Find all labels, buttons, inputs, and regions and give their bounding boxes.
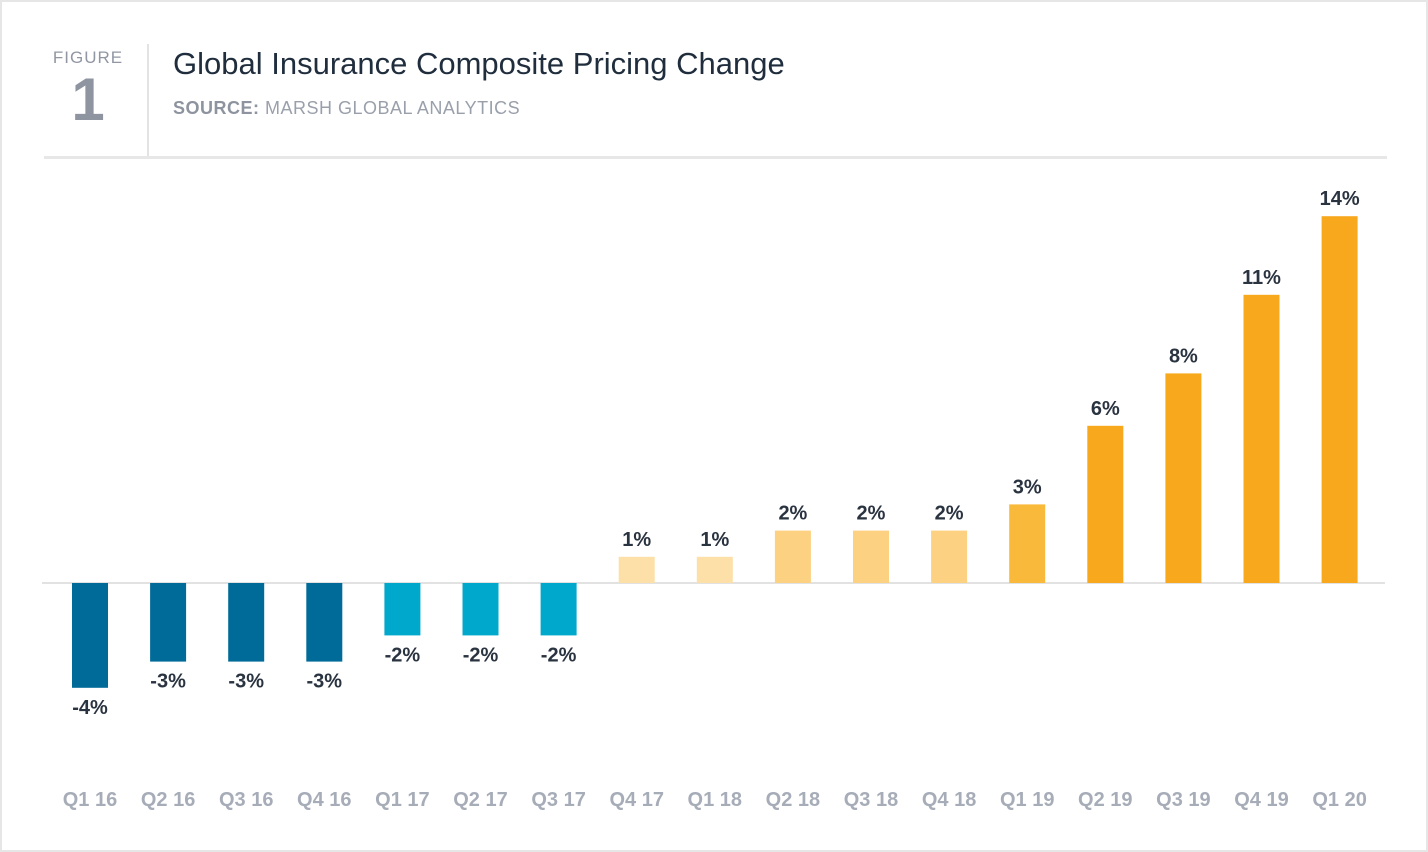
x-tick-label: Q2 16 bbox=[141, 789, 195, 811]
bar-q2-18 bbox=[774, 530, 811, 583]
source-value: MARSH GLOBAL ANALYTICS bbox=[259, 98, 521, 118]
data-label: 1% bbox=[622, 529, 651, 551]
data-label: 11% bbox=[1242, 267, 1281, 289]
bar-q3-16 bbox=[228, 583, 265, 662]
data-label: 1% bbox=[700, 529, 729, 551]
data-label: -3% bbox=[307, 671, 343, 693]
bar-q1-16 bbox=[72, 583, 108, 688]
x-tick-label: Q4 17 bbox=[609, 789, 663, 811]
data-label: -3% bbox=[150, 671, 186, 693]
source-line: SOURCE: MARSH GLOBAL ANALYTICS bbox=[173, 98, 520, 119]
x-tick-label: Q4 18 bbox=[922, 789, 976, 811]
header-divider bbox=[147, 44, 149, 157]
x-tick-label: Q3 19 bbox=[1156, 789, 1210, 811]
bar-q4-19 bbox=[1243, 294, 1280, 583]
bar-q4-16 bbox=[306, 583, 343, 662]
x-tick-label: Q1 18 bbox=[688, 789, 742, 811]
header-rule bbox=[44, 156, 1387, 159]
x-tick-label: Q1 16 bbox=[63, 789, 117, 811]
x-tick-label: Q1 17 bbox=[375, 789, 429, 811]
bar-q2-16 bbox=[150, 583, 187, 662]
data-label: -4% bbox=[72, 697, 108, 719]
source-key: SOURCE: bbox=[173, 98, 260, 118]
data-label: -3% bbox=[228, 671, 264, 693]
bar-q1-17 bbox=[384, 583, 421, 636]
x-tick-label: Q1 20 bbox=[1312, 789, 1366, 811]
data-label: 2% bbox=[778, 503, 807, 525]
bar-q3-17 bbox=[540, 583, 577, 636]
data-label: -2% bbox=[541, 644, 577, 666]
x-tick-label: Q2 17 bbox=[453, 789, 507, 811]
x-tick-label: Q2 19 bbox=[1078, 789, 1132, 811]
data-label: -2% bbox=[385, 644, 421, 666]
x-tick-label: Q3 16 bbox=[219, 789, 273, 811]
figure-label: FIGURE bbox=[52, 48, 124, 67]
x-tick-label: Q4 19 bbox=[1234, 789, 1288, 811]
bar-q1-20 bbox=[1321, 216, 1358, 583]
bar-q1-19 bbox=[1009, 504, 1046, 583]
bar-q3-18 bbox=[853, 530, 889, 583]
data-label: 2% bbox=[857, 503, 886, 525]
bar-q2-19 bbox=[1087, 425, 1124, 583]
x-tick-label: Q4 16 bbox=[297, 789, 351, 811]
x-tick-label: Q2 18 bbox=[766, 789, 820, 811]
data-label: 6% bbox=[1091, 398, 1120, 420]
data-label: 8% bbox=[1169, 345, 1198, 367]
bar-q2-17 bbox=[462, 583, 499, 636]
bar-q3-19 bbox=[1165, 373, 1202, 583]
data-label: -2% bbox=[463, 644, 499, 666]
data-label: 3% bbox=[1013, 476, 1042, 498]
x-tick-label: Q3 18 bbox=[844, 789, 898, 811]
chart-title: Global Insurance Composite Pricing Chang… bbox=[173, 46, 785, 81]
x-tick-label: Q3 17 bbox=[531, 789, 585, 811]
bar-q4-18 bbox=[931, 530, 968, 583]
figure-number: 1 bbox=[71, 66, 105, 133]
x-tick-label: Q1 19 bbox=[1000, 789, 1054, 811]
data-label: 14% bbox=[1320, 188, 1360, 210]
data-label: 2% bbox=[935, 503, 964, 525]
bar-q4-17 bbox=[618, 556, 655, 583]
bar-q1-18 bbox=[696, 556, 733, 583]
